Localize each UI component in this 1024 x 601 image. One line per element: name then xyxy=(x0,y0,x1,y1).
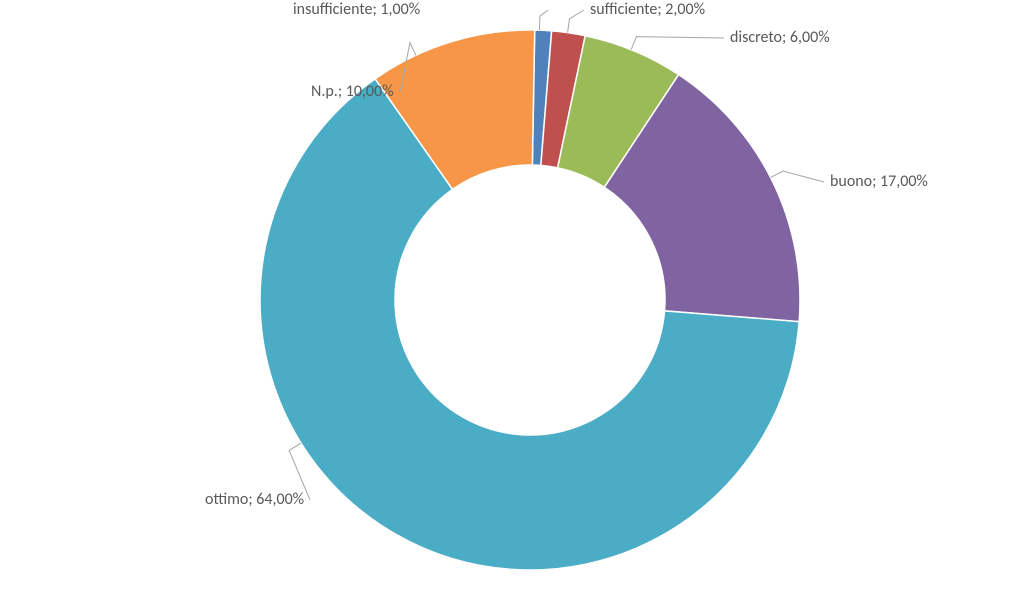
label-discreto: discreto; 6,00% xyxy=(730,28,830,47)
donut-chart xyxy=(0,0,1024,601)
label-ottimo: ottimo; 64,00% xyxy=(205,490,304,509)
leader-insufficiente xyxy=(539,10,548,30)
label-np: N.p.; 10,00% xyxy=(311,82,394,101)
label-sufficiente: sufficiente; 2,00% xyxy=(590,0,705,19)
donut-svg xyxy=(260,30,800,570)
label-buono: buono; 17,00% xyxy=(830,172,928,191)
label-insufficiente: insufficiente; 1,00% xyxy=(293,0,420,19)
